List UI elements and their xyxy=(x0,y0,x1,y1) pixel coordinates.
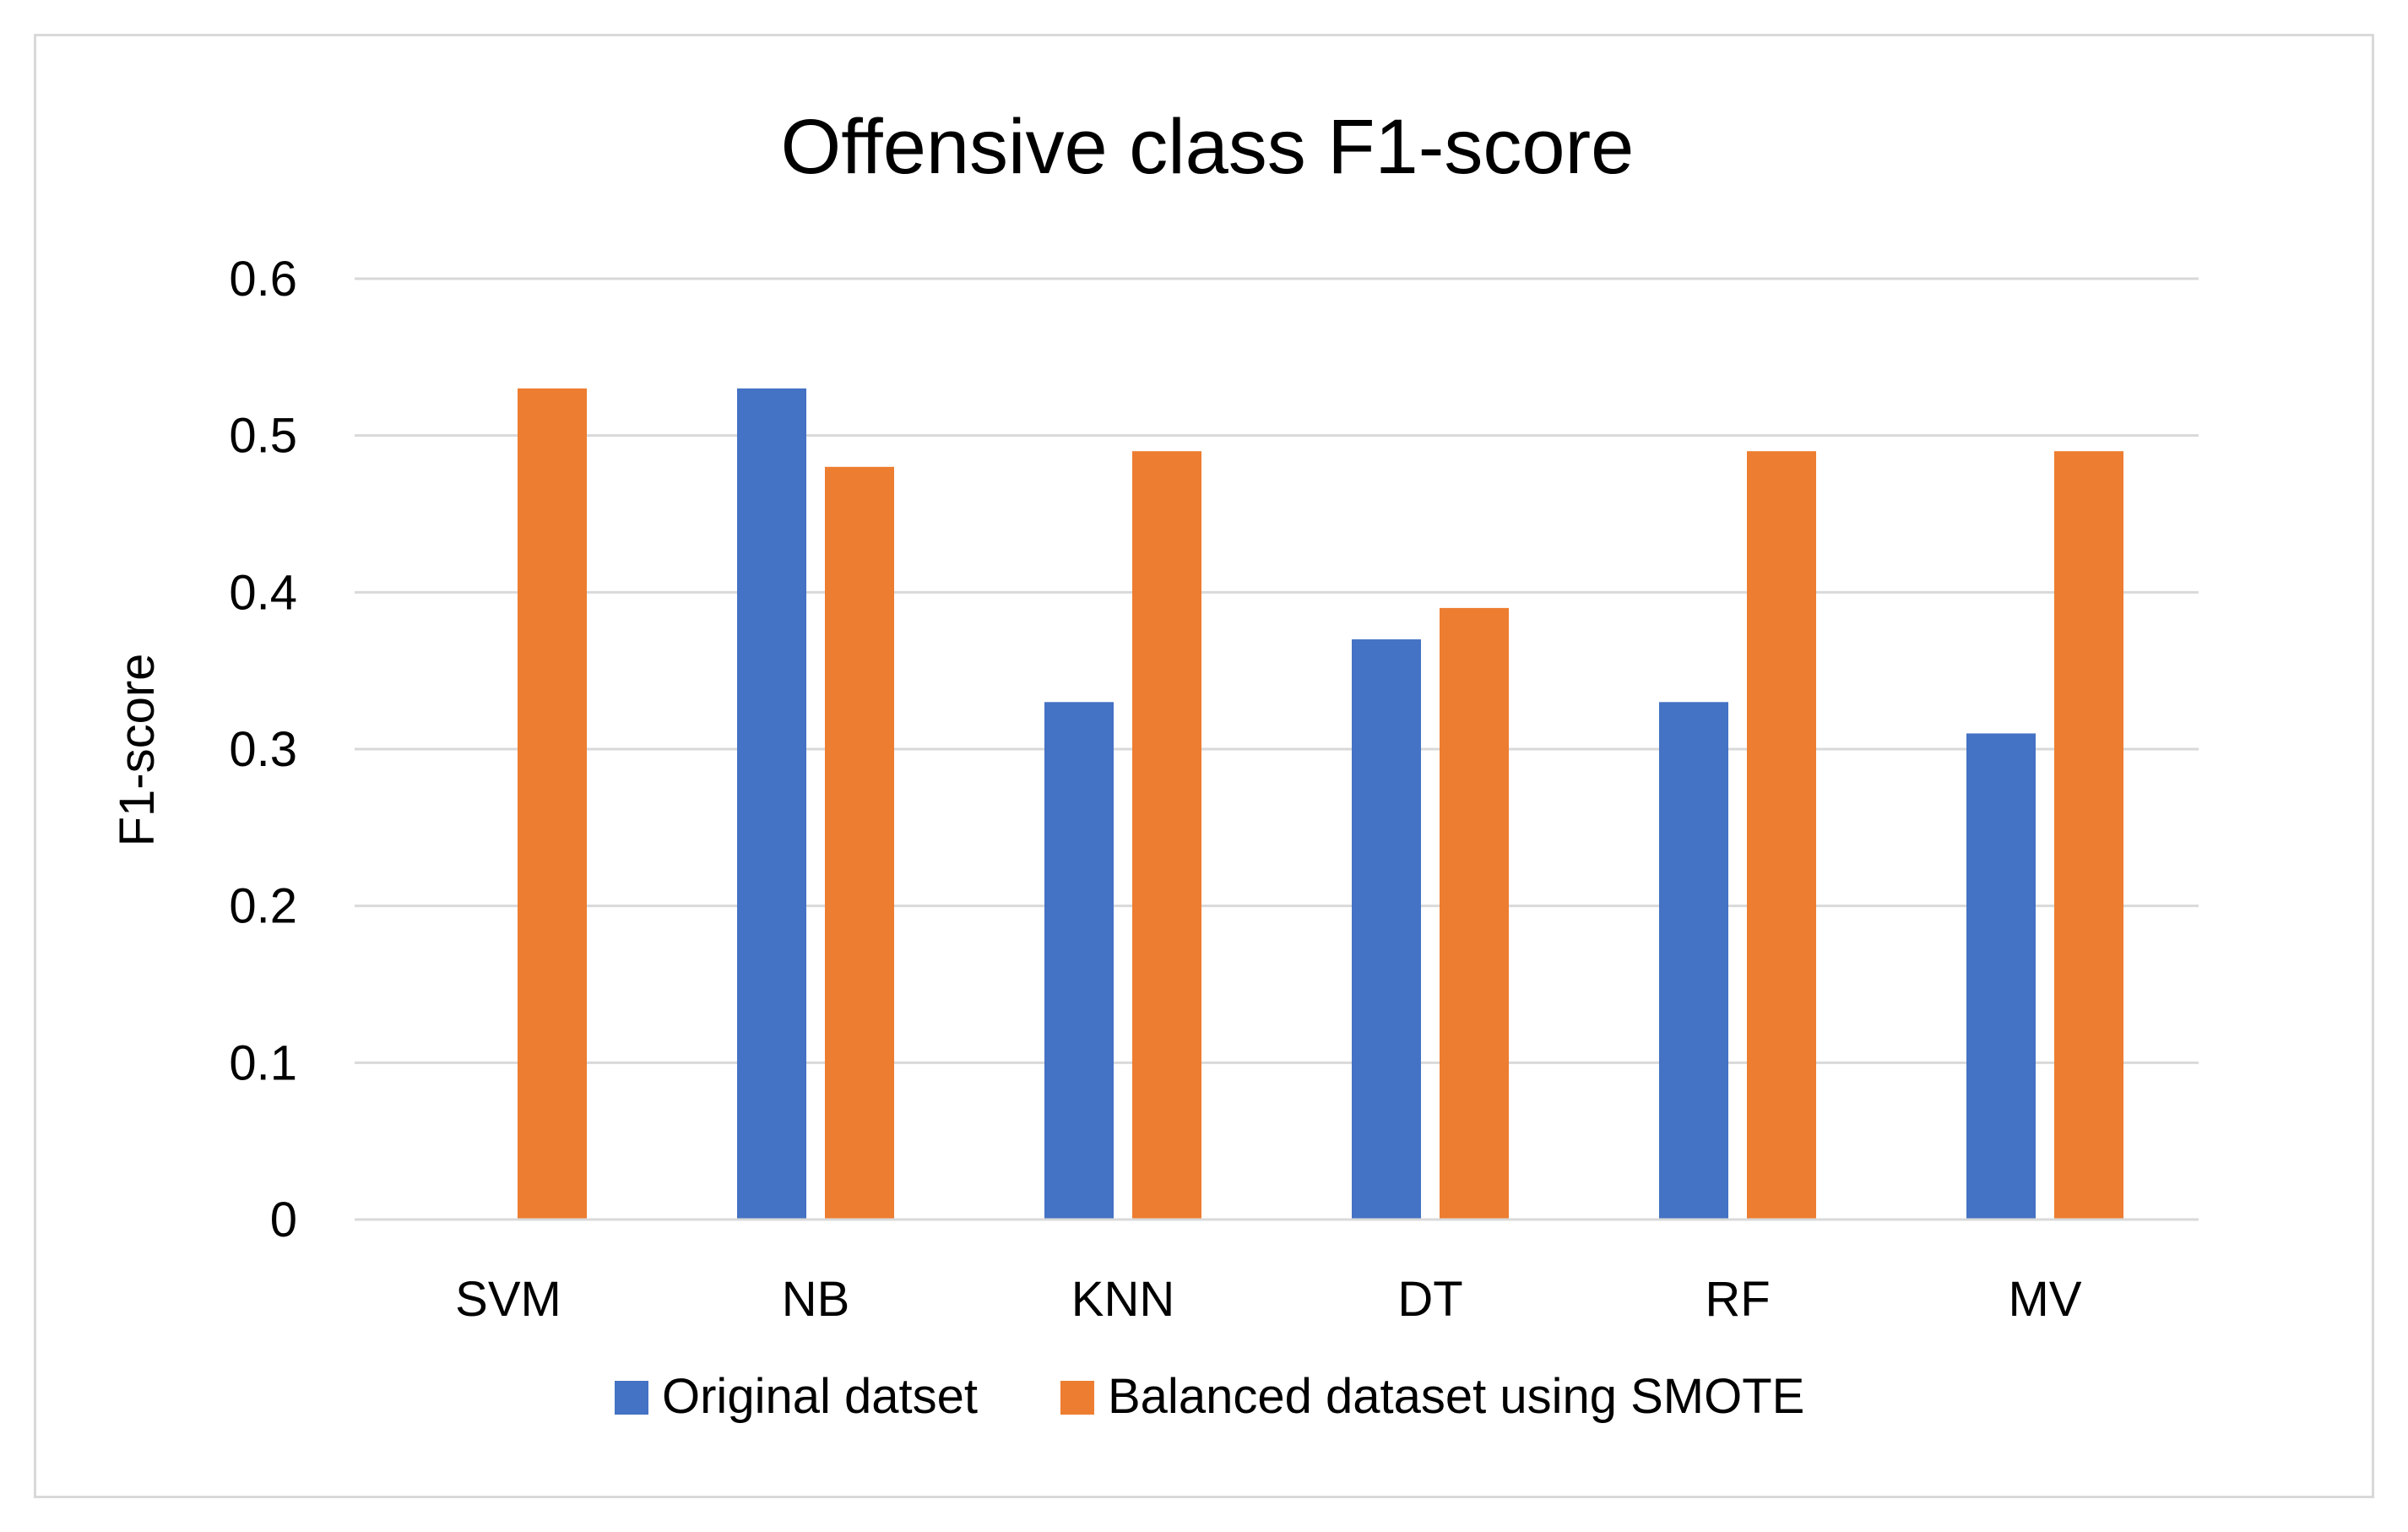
legend-label: Original datset xyxy=(662,1369,978,1424)
legend: Original datset Balanced dataset using SM… xyxy=(615,1369,1804,1424)
y-tick-label: 0 xyxy=(270,1192,297,1247)
legend-swatch xyxy=(1060,1381,1094,1415)
y-tick-label: 0.4 xyxy=(229,565,297,620)
bar-balanced-dataset-using-smote-nb xyxy=(825,466,894,1220)
bar-original-datset-rf xyxy=(1659,702,1728,1220)
y-axis-ticks: 0 0.1 0.2 0.3 0.4 0.5 0.6 xyxy=(229,252,297,1247)
gridlines xyxy=(355,277,2199,1064)
bar-original-datset-mv xyxy=(1966,733,2036,1220)
bar-original-datset-dt xyxy=(1352,639,1421,1220)
chart-title: Offensive class F1-score xyxy=(781,104,1635,190)
y-tick-label: 0.6 xyxy=(229,252,297,307)
bar-balanced-dataset-using-smote-svm xyxy=(518,388,587,1220)
bar-original-datset-knn xyxy=(1044,702,1114,1220)
bar-balanced-dataset-using-smote-dt xyxy=(1440,607,1509,1220)
bar-balanced-dataset-using-smote-mv xyxy=(2054,451,2123,1220)
x-tick-label: MV xyxy=(2009,1272,2082,1327)
x-tick-label: SVM xyxy=(455,1272,561,1327)
x-tick-label: NB xyxy=(782,1272,850,1327)
legend-item: Original datset xyxy=(615,1369,978,1424)
bars xyxy=(518,388,2123,1220)
legend-swatch xyxy=(615,1381,648,1415)
y-tick-label: 0.5 xyxy=(229,409,297,464)
bar-original-datset-nb xyxy=(737,388,806,1220)
y-tick-label: 0.1 xyxy=(229,1035,297,1090)
x-axis-ticks: SVM NB KNN DT RF MV xyxy=(455,1272,2082,1327)
bar-balanced-dataset-using-smote-knn xyxy=(1132,451,1201,1220)
x-tick-label: DT xyxy=(1397,1272,1462,1327)
legend-item: Balanced dataset using SMOTE xyxy=(1060,1369,1804,1424)
x-tick-label: RF xyxy=(1705,1272,1770,1327)
legend-label: Balanced dataset using SMOTE xyxy=(1108,1369,1804,1424)
y-tick-label: 0.2 xyxy=(229,879,297,934)
y-tick-label: 0.3 xyxy=(229,722,297,777)
x-tick-label: KNN xyxy=(1071,1272,1174,1327)
bar-balanced-dataset-using-smote-rf xyxy=(1747,451,1816,1220)
y-axis-title: F1-score xyxy=(110,654,165,847)
